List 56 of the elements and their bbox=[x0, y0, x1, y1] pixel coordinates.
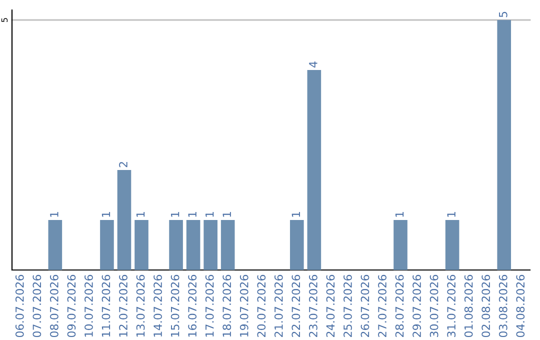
bar bbox=[100, 220, 114, 270]
x-tick-label: 15.07.2026 bbox=[170, 274, 180, 337]
x-tick-label: 06.07.2026 bbox=[15, 274, 24, 338]
data-label: 1 bbox=[50, 212, 58, 217]
x-tick-label: 13.07.2026 bbox=[136, 274, 145, 337]
x-tick-label: 30.07.2026 bbox=[430, 274, 438, 337]
bar bbox=[134, 220, 148, 270]
data-label: 2 bbox=[119, 162, 128, 168]
bar bbox=[186, 220, 200, 270]
data-label: 1 bbox=[222, 212, 231, 217]
x-tick-label: 28.07.2026 bbox=[395, 274, 404, 337]
bar bbox=[394, 220, 408, 270]
bar bbox=[48, 220, 62, 270]
data-label: 1 bbox=[395, 212, 404, 217]
bar bbox=[307, 70, 322, 270]
x-tick-label: 16.07.2026 bbox=[188, 274, 197, 337]
bar bbox=[445, 220, 460, 270]
bar bbox=[204, 220, 218, 270]
x-tick-label: 09.07.2026 bbox=[67, 274, 76, 338]
bar bbox=[497, 20, 512, 270]
x-tick-label: 25.07.2026 bbox=[344, 274, 352, 337]
x-tick-label: 11.07.2026 bbox=[102, 274, 110, 337]
x-tick-label: 07.07.2026 bbox=[32, 274, 42, 338]
data-label: 1 bbox=[188, 212, 196, 217]
x-tick-label: 03.08.2026 bbox=[498, 274, 508, 338]
data-label: 4 bbox=[309, 62, 318, 68]
data-label: 1 bbox=[136, 212, 145, 217]
data-label: 1 bbox=[206, 212, 214, 217]
data-label: 1 bbox=[447, 212, 456, 217]
x-tick-label: 02.08.2026 bbox=[482, 274, 490, 338]
x-tick-label: 08.07.2026 bbox=[50, 274, 58, 338]
x-tick-label: 29.07.2026 bbox=[412, 274, 421, 337]
bar bbox=[290, 220, 304, 270]
x-tick-label: 17.07.2026 bbox=[205, 274, 214, 337]
bar bbox=[220, 220, 235, 270]
bar bbox=[117, 170, 132, 270]
x-tick-label: 14.07.2026 bbox=[154, 274, 162, 337]
x-tick-label: 10.07.2026 bbox=[84, 274, 93, 337]
x-tick-label: 19.07.2026 bbox=[240, 274, 248, 337]
x-tick-label: 12.07.2026 bbox=[119, 274, 128, 337]
bar bbox=[169, 220, 183, 270]
x-tick-label: 26.07.2026 bbox=[360, 274, 370, 337]
x-tick-label: 27.07.2026 bbox=[378, 274, 386, 337]
x-tick-label: 23.07.2026 bbox=[308, 274, 318, 337]
x-tick-label: 22.07.2026 bbox=[292, 274, 300, 337]
data-label: 1 bbox=[102, 212, 110, 217]
x-tick-label: 20.07.2026 bbox=[257, 274, 266, 337]
data-label: 1 bbox=[171, 212, 180, 217]
data-label: 1 bbox=[292, 212, 300, 217]
x-tick-label: 01.08.2026 bbox=[464, 274, 473, 338]
data-label: 5 bbox=[499, 12, 508, 18]
x-tick-label: 31.07.2026 bbox=[447, 274, 456, 337]
x-tick-label: 04.08.2026 bbox=[516, 274, 525, 338]
x-tick-label: 24.07.2026 bbox=[326, 274, 335, 337]
x-tick-label: 18.07.2026 bbox=[222, 274, 232, 337]
x-tick-label: 21.07.2026 bbox=[274, 274, 283, 337]
